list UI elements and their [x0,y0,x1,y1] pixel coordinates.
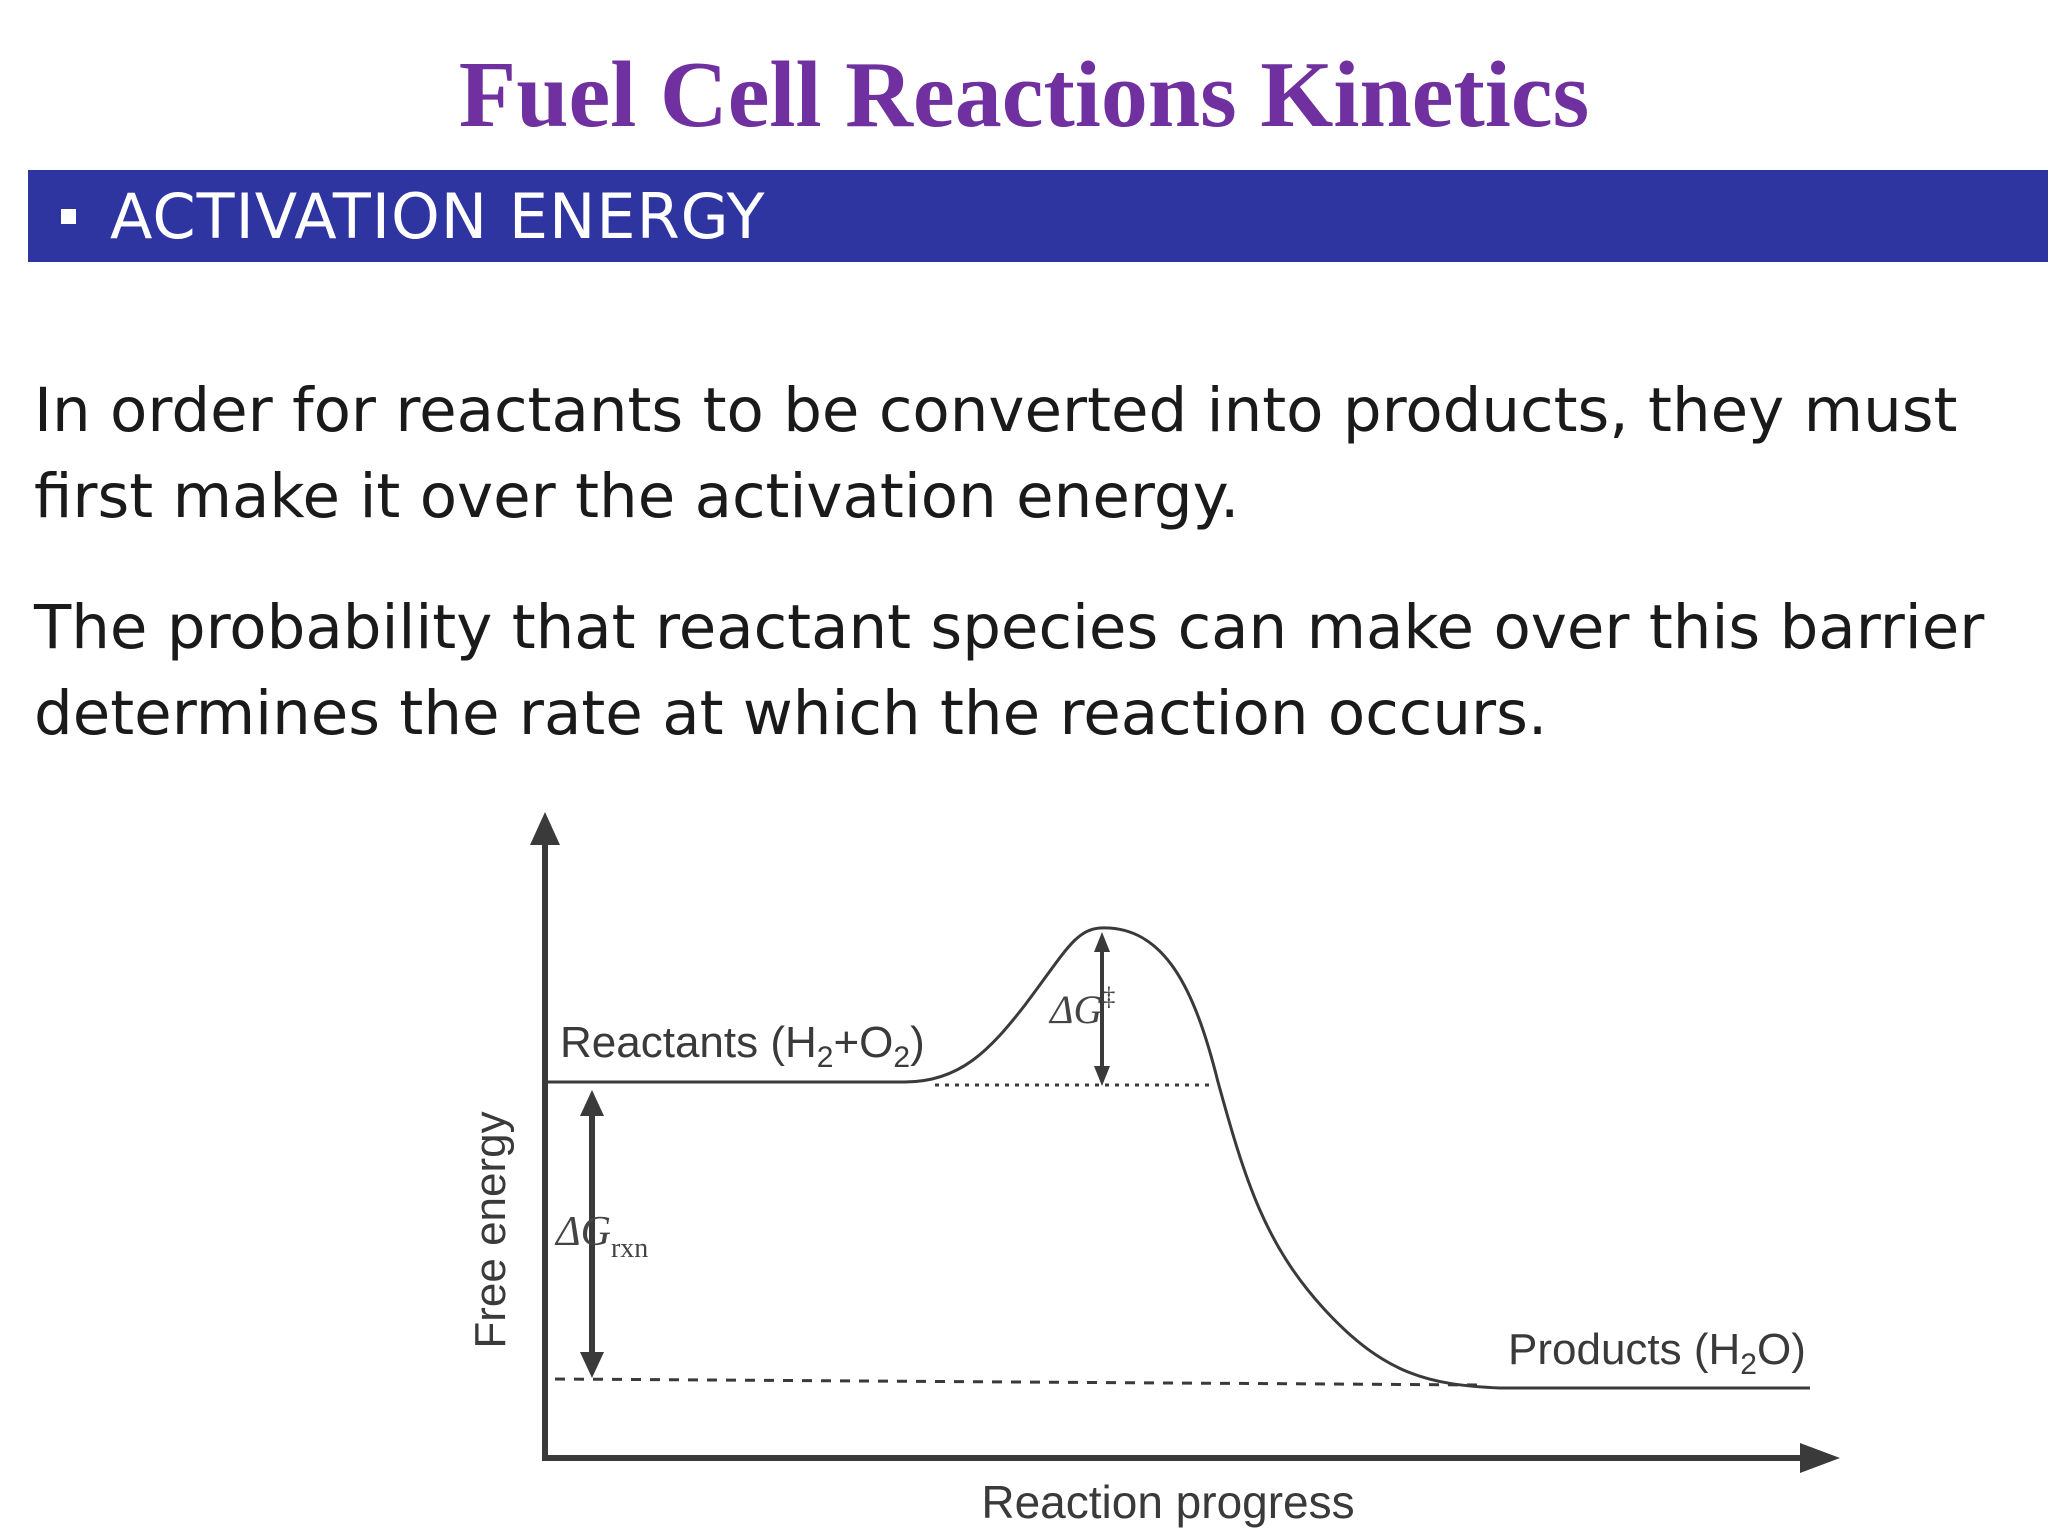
slide-title: Fuel Cell Reactions Kinetics [458,43,1590,147]
section-bar: ACTIVATION ENERGY [28,170,2048,262]
y-axis-label: Free energy [466,1111,515,1348]
reaction-energy-arrow-icon [580,1090,604,1378]
section-heading: ACTIVATION ENERGY [110,179,766,253]
products-label: Products (H2O) [1508,1325,1806,1381]
activation-energy-label: ΔG‡ [1048,982,1115,1032]
reaction-energy-label: ΔGrxn [554,1209,648,1264]
energy-curve [548,926,1810,1390]
x-axis-label: Reaction progress [981,1476,1354,1528]
product-level-dashed-line [554,1377,1481,1387]
reactants-label: Reactants (H2+O2) [560,1018,925,1074]
paragraph-activation-energy: In order for reactants to be converted i… [34,375,1958,532]
square-bullet-icon [61,208,76,224]
paragraph-reaction-rate: The probability that reactant species ca… [34,592,1985,749]
y-axis [530,812,560,1458]
x-axis [542,1443,1840,1473]
activation-energy-arrow-icon [1094,932,1110,1086]
